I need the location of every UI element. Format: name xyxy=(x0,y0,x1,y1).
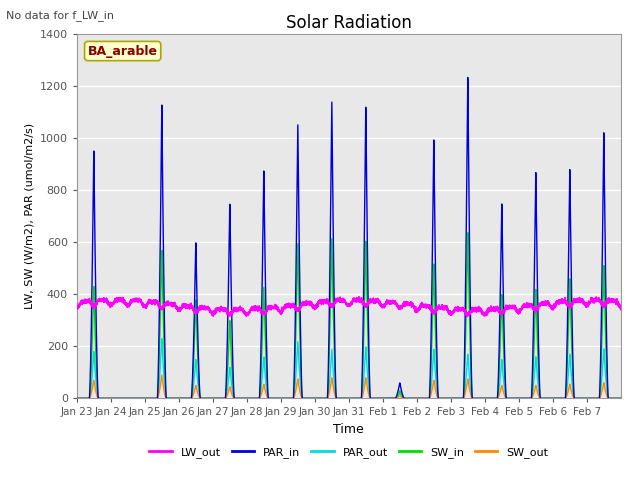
Y-axis label: LW, SW (W/m2), PAR (umol/m2/s): LW, SW (W/m2), PAR (umol/m2/s) xyxy=(24,123,34,309)
X-axis label: Time: Time xyxy=(333,423,364,436)
Text: BA_arable: BA_arable xyxy=(88,45,157,58)
Text: No data for f_LW_in: No data for f_LW_in xyxy=(6,10,115,21)
Title: Solar Radiation: Solar Radiation xyxy=(286,14,412,32)
Legend: LW_out, PAR_in, PAR_out, SW_in, SW_out: LW_out, PAR_in, PAR_out, SW_in, SW_out xyxy=(145,443,552,462)
